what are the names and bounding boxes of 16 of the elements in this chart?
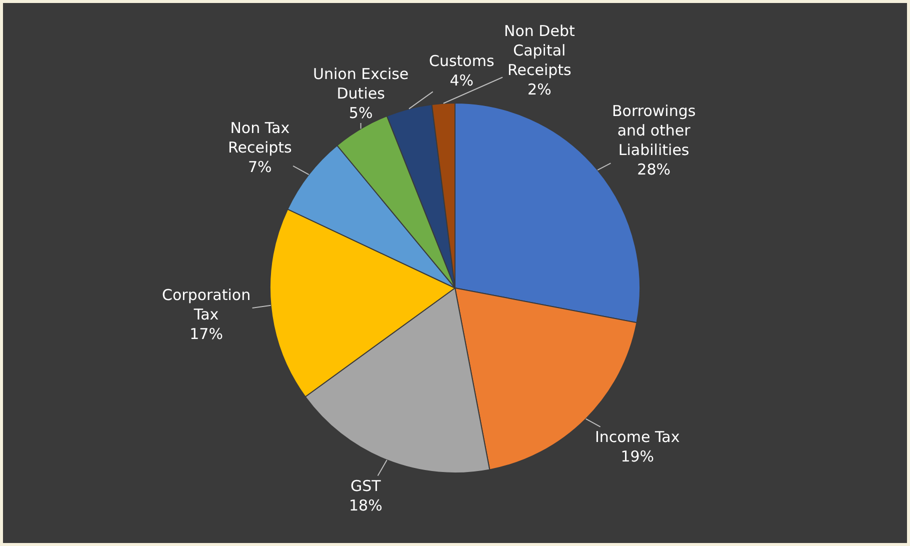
data-label: 28% bbox=[637, 160, 671, 178]
slice-label: Union Excise Duties bbox=[313, 65, 409, 102]
data-label: 5% bbox=[348, 104, 373, 122]
data-label: 4% bbox=[450, 72, 474, 90]
data-label: 18% bbox=[349, 496, 382, 514]
slice-label: GST bbox=[350, 477, 382, 495]
slice-label: Non Tax Receipts bbox=[228, 119, 292, 156]
data-label: 7% bbox=[248, 158, 272, 176]
slice-label: Borrowings and other Liabilities bbox=[612, 102, 696, 159]
slice-label: Non Debt Capital Receipts bbox=[504, 22, 575, 79]
slice-label: Customs bbox=[429, 52, 494, 70]
data-label: 2% bbox=[528, 80, 552, 98]
slice-label: Corporation Tax bbox=[162, 286, 251, 324]
slice-label: Income Tax bbox=[595, 428, 680, 446]
data-label: 19% bbox=[620, 448, 654, 466]
data-label: 17% bbox=[190, 325, 223, 343]
